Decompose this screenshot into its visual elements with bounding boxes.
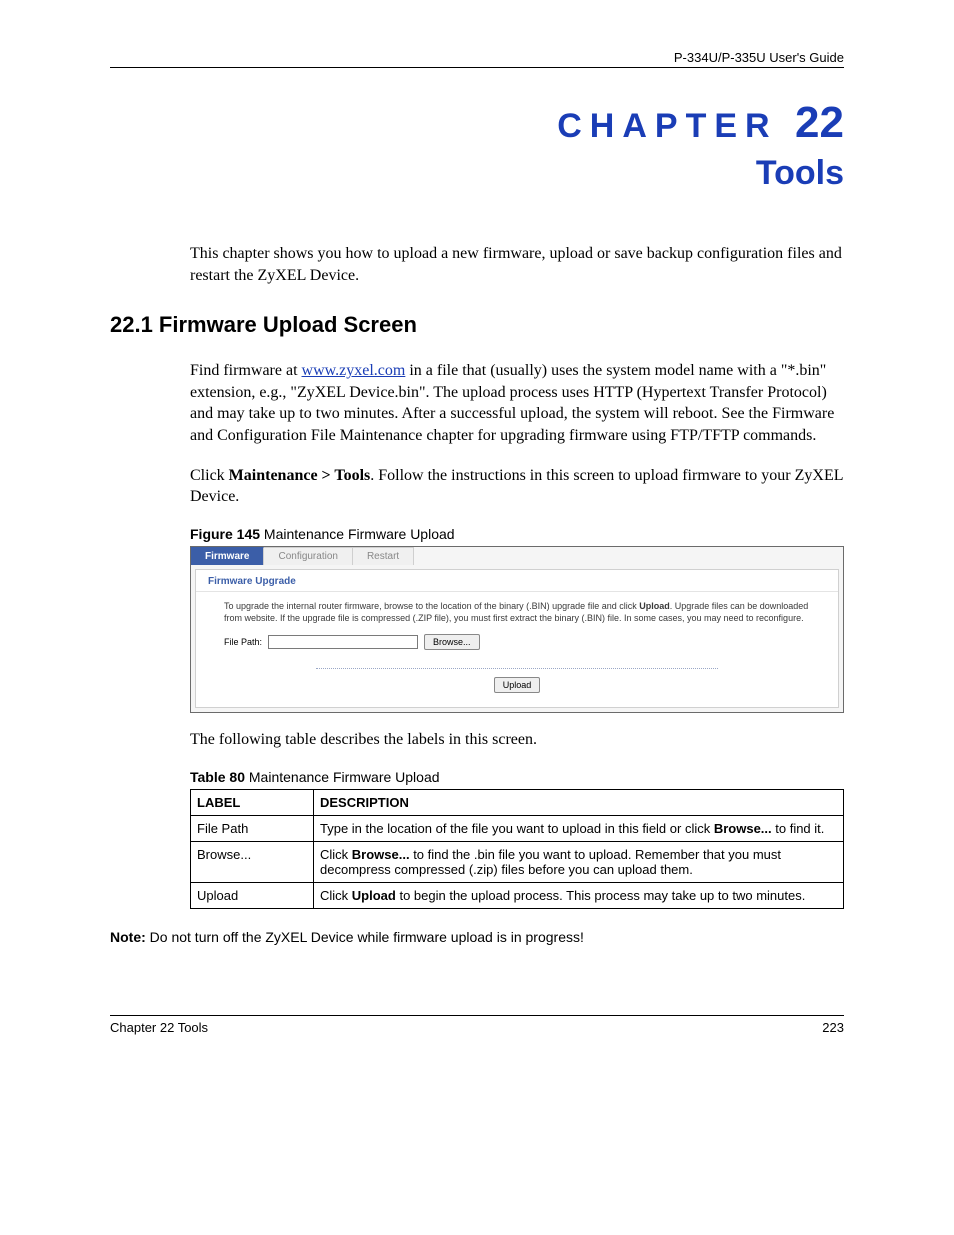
p2-a: Click [190, 467, 229, 484]
panel-instructions: To upgrade the internal router firmware,… [196, 592, 838, 630]
d-bold: Upload [352, 888, 396, 903]
table-row: Upload Click Upload to begin the upload … [191, 882, 844, 908]
instr-bold: Upload [639, 601, 670, 611]
footer-left: Chapter 22 Tools [110, 1020, 208, 1035]
p2-bold: Maintenance > Tools [229, 467, 371, 484]
tbl-caption-bold: Table 80 [190, 769, 245, 785]
panel-title: Firmware Upgrade [196, 570, 838, 592]
fig-caption-bold: Figure 145 [190, 526, 260, 542]
d-a: Type in the location of the file you wan… [320, 821, 714, 836]
figure-screenshot: Firmware Configuration Restart Firmware … [190, 546, 844, 713]
d-a: Click [320, 888, 352, 903]
cell-desc: Type in the location of the file you wan… [314, 815, 844, 841]
table-row: Browse... Click Browse... to find the .b… [191, 841, 844, 882]
chapter-word: CHAPTER [557, 107, 777, 145]
fig-caption-rest: Maintenance Firmware Upload [260, 526, 455, 542]
tab-firmware[interactable]: Firmware [191, 547, 264, 565]
p1-a: Find firmware at [190, 362, 302, 379]
table-caption: Table 80 Maintenance Firmware Upload [190, 769, 844, 785]
after-figure-text: The following table describes the labels… [190, 729, 844, 751]
file-path-input[interactable] [268, 635, 418, 649]
file-path-label: File Path: [224, 637, 262, 647]
th-desc: DESCRIPTION [314, 789, 844, 815]
cell-label: Browse... [191, 841, 314, 882]
firmware-panel: Firmware Upgrade To upgrade the internal… [195, 569, 839, 708]
chapter-number: 22 [795, 98, 844, 147]
figure-caption: Figure 145 Maintenance Firmware Upload [190, 526, 844, 542]
chapter-intro: This chapter shows you how to upload a n… [190, 243, 844, 286]
d-b: to find it. [772, 821, 825, 836]
table-row: File Path Type in the location of the fi… [191, 815, 844, 841]
tbl-caption-rest: Maintenance Firmware Upload [245, 769, 440, 785]
instr-a: To upgrade the internal router firmware,… [224, 601, 639, 611]
note: Note: Do not turn off the ZyXEL Device w… [110, 929, 844, 945]
guide-title: P-334U/P-335U User's Guide [674, 50, 844, 65]
browse-button[interactable]: Browse... [424, 634, 480, 650]
tab-configuration[interactable]: Configuration [264, 547, 352, 565]
note-text: Do not turn off the ZyXEL Device while f… [146, 929, 584, 945]
d-a: Click [320, 847, 352, 862]
section-heading: 22.1 Firmware Upload Screen [110, 312, 844, 338]
zyxel-link[interactable]: www.zyxel.com [302, 362, 406, 379]
description-table: LABEL DESCRIPTION File Path Type in the … [190, 789, 844, 909]
doc-header: P-334U/P-335U User's Guide [110, 50, 844, 68]
upload-button[interactable]: Upload [494, 677, 541, 693]
separator [316, 668, 718, 669]
cell-label: File Path [191, 815, 314, 841]
d-bold: Browse... [714, 821, 772, 836]
d-bold: Browse... [352, 847, 410, 862]
cell-desc: Click Upload to begin the upload process… [314, 882, 844, 908]
section-p1: Find firmware at www.zyxel.com in a file… [190, 360, 844, 446]
table-header-row: LABEL DESCRIPTION [191, 789, 844, 815]
cell-desc: Click Browse... to find the .bin file yo… [314, 841, 844, 882]
upload-row: Upload [196, 677, 838, 693]
tab-bar: Firmware Configuration Restart [191, 547, 843, 565]
footer-right: 223 [822, 1020, 844, 1035]
th-label: LABEL [191, 789, 314, 815]
d-b: to begin the upload process. This proces… [396, 888, 805, 903]
chapter-title: Tools [110, 154, 844, 193]
cell-label: Upload [191, 882, 314, 908]
section-p2: Click Maintenance > Tools. Follow the in… [190, 465, 844, 508]
tab-restart[interactable]: Restart [353, 547, 414, 565]
file-path-row: File Path: Browse... [196, 630, 838, 654]
page-footer: Chapter 22 Tools 223 [110, 1015, 844, 1035]
chapter-label: CHAPTER 22 [110, 98, 844, 148]
note-bold: Note: [110, 929, 146, 945]
